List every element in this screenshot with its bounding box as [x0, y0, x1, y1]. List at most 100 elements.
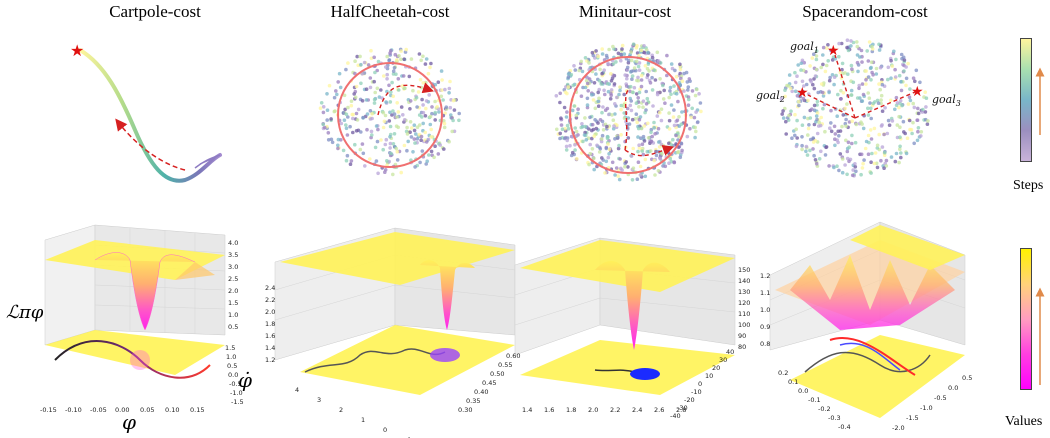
scatter-point: [629, 69, 634, 74]
scatter-point: [395, 101, 400, 105]
scatter-point: [607, 147, 612, 152]
scatter-point: [437, 110, 441, 114]
scatter-point: [694, 129, 698, 134]
z-tick-label: 140: [738, 277, 750, 285]
scatter-point: [887, 123, 892, 127]
scatter-point: [845, 45, 849, 50]
scatter-point: [612, 82, 617, 86]
scatter-point: [815, 99, 820, 104]
values-colorbar: [1020, 248, 1032, 390]
scatter-point: [813, 74, 818, 78]
scatter-point: [806, 98, 810, 103]
scatter-point: [392, 66, 397, 70]
scatter-point: [851, 80, 856, 85]
scatter-point: [860, 99, 865, 103]
y-tick-label: -0.5: [934, 394, 947, 402]
scatter-point: [696, 120, 700, 124]
scatter-point: [641, 105, 645, 109]
scatter-point: [868, 101, 872, 105]
scatter-point: [833, 132, 838, 136]
scatter-point: [686, 103, 691, 107]
scatter-point: [607, 152, 611, 156]
scatter-point: [604, 146, 609, 151]
scatter-point: [853, 162, 857, 166]
scatter-point: [584, 138, 589, 142]
scatter-point: [841, 91, 846, 95]
scatter-point: [595, 143, 599, 148]
scatter-point: [658, 77, 662, 81]
scatter-point: [795, 74, 799, 78]
scatter-point: [592, 156, 596, 161]
scatter-point: [832, 47, 836, 52]
scatter-point: [596, 99, 600, 104]
scatter-point: [665, 73, 669, 78]
scatter-point: [635, 177, 640, 181]
scatter-point: [575, 157, 579, 161]
scatter-point: [639, 84, 644, 89]
scatter-point: [640, 142, 645, 146]
scatter-point: [693, 135, 697, 140]
scatter-point: [432, 155, 436, 160]
scatter-point: [338, 85, 343, 90]
scatter-point: [618, 157, 622, 161]
scatter-point: [364, 98, 369, 102]
scatter-point: [787, 73, 792, 77]
halfcheetah-overlay: [337, 62, 443, 168]
scatter-point: [808, 148, 812, 153]
scatter-point: [414, 95, 419, 100]
scatter-point: [877, 82, 881, 86]
scatter-point: [574, 113, 579, 118]
scatter-point: [429, 149, 434, 154]
scatter-point: [649, 139, 654, 143]
goal1-star-icon: ★: [827, 43, 840, 59]
scatter-point: [669, 92, 673, 96]
scatter-point: [625, 106, 630, 111]
scatter-point: [823, 69, 828, 74]
scatter-point: [417, 123, 422, 127]
x-tick-label: 0: [383, 426, 387, 434]
scatter-point: [800, 58, 805, 63]
scatter-point: [880, 109, 885, 113]
scatter-point: [627, 122, 632, 126]
scatter-point: [812, 52, 816, 56]
scatter-point: [419, 134, 424, 139]
scatter-point: [911, 76, 916, 80]
scatter-point: [643, 157, 648, 162]
scatter-point: [642, 50, 647, 55]
scatter-point: [572, 64, 576, 68]
scatter-point: [344, 158, 349, 163]
scatter-point: [658, 61, 663, 65]
scatter-point: [823, 153, 828, 157]
scatter-point: [869, 78, 873, 82]
scatter-point: [902, 58, 907, 62]
scatter-point: [868, 128, 873, 132]
z-tick-label: 1.8: [265, 320, 275, 328]
scatter-point: [585, 81, 590, 86]
scatter-point: [341, 148, 346, 153]
z-tick-label: 2.5: [228, 275, 238, 283]
scatter-point: [645, 66, 650, 71]
scatter-point: [392, 132, 397, 136]
scatter-point: [588, 142, 592, 147]
scatter-point: [597, 150, 602, 154]
scatter-point: [631, 90, 635, 95]
scatter-point: [395, 158, 400, 162]
scatter-point: [667, 95, 671, 100]
x-tick-label: -0.10: [65, 406, 82, 414]
scatter-point: [879, 93, 884, 98]
scatter-point: [334, 89, 338, 93]
y-tick-label: -2.0: [892, 424, 905, 432]
scatter-point: [436, 80, 441, 84]
scatter-point: [833, 143, 837, 148]
scatter-point: [663, 164, 668, 169]
scatter-point: [875, 146, 880, 150]
scatter-point: [653, 173, 657, 177]
goal3-label: goal3: [932, 93, 961, 108]
scatter-point: [388, 124, 393, 129]
scatter-point: [893, 67, 897, 72]
scatter-point: [637, 53, 641, 58]
scatter-point: [898, 99, 903, 103]
scatter-point: [850, 133, 854, 138]
scatter-point: [447, 91, 451, 95]
scatter-point: [872, 161, 877, 166]
